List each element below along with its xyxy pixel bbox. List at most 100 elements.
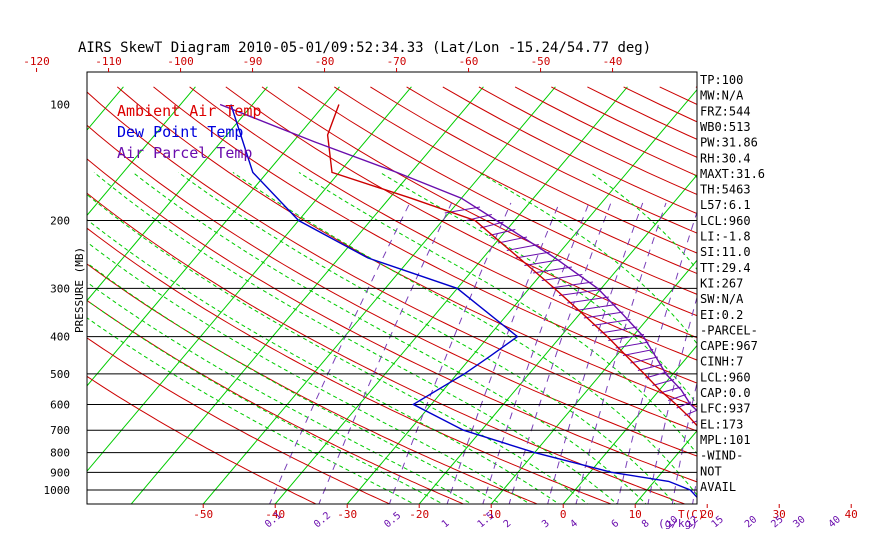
cape-hatch-line [515, 251, 551, 259]
plot-frame [86, 71, 698, 505]
dry-adiabat [87, 227, 613, 504]
cape-hatch-line [652, 379, 675, 386]
isotherm [346, 88, 697, 504]
index-value: EL:173 [700, 417, 743, 431]
dry-adiabat [334, 86, 697, 275]
mixing-ratio-line [269, 202, 411, 504]
index-value: PW:31.86 [700, 136, 758, 150]
cape-hatch-line [583, 311, 624, 319]
isotherm [202, 86, 556, 504]
mixing-ratio-label: 0.5 [382, 510, 403, 530]
series-line-dew-point [230, 104, 697, 499]
moist-adiabat [132, 172, 647, 504]
isotherm [130, 86, 484, 504]
dry-adiabat [87, 263, 539, 504]
dry-adiabat [370, 86, 697, 254]
index-value: CAP:0.0 [700, 386, 751, 400]
mixing-ratio-line [835, 203, 870, 506]
cape-hatch-line [558, 289, 602, 296]
cape-hatch-line [615, 341, 649, 349]
top-tick-label: -100 [167, 55, 194, 68]
dry-adiabat [261, 86, 697, 317]
cape-hatch-line [659, 386, 682, 394]
isotherm [850, 87, 870, 506]
cape-hatch-line [622, 349, 654, 356]
isotherm [418, 174, 697, 504]
bottom-tick-label: -40 [265, 508, 285, 521]
top-tick-label: -60 [459, 55, 479, 68]
index-value: RH:30.4 [700, 151, 751, 165]
bottom-tick-label: -50 [193, 508, 213, 521]
index-value: KI:267 [700, 276, 743, 290]
series-line-parcel-temp [219, 103, 697, 412]
dry-adiabat [87, 192, 687, 504]
cape-hatch-line [533, 266, 572, 274]
dry-adiabat [87, 337, 391, 504]
mixing-ratio-label: 30 [791, 514, 807, 530]
cape-hatch-line [645, 371, 668, 379]
cape-hatch-line [630, 356, 658, 364]
pressure-tick-label: 800 [50, 447, 70, 460]
cape-hatch-line [736, 462, 740, 468]
moist-adiabat [87, 281, 473, 504]
bottom-tick-label: -10 [481, 508, 501, 521]
index-value: TT:29.4 [700, 261, 751, 275]
index-value: MW:N/A [700, 89, 744, 103]
moist-adiabat [87, 262, 502, 504]
dry-adiabat [768, 87, 870, 506]
index-value: MPL:101 [700, 433, 751, 447]
pressure-tick-label: 700 [50, 424, 70, 437]
dry-adiabat [514, 86, 697, 177]
bottom-tick-label: 10 [629, 508, 642, 521]
index-value: SW:N/A [700, 292, 744, 306]
top-tick-label: -40 [603, 55, 623, 68]
mixing-ratio-unit: (g/kg) [658, 517, 698, 530]
mixing-ratio-label: 2 [502, 518, 514, 530]
cape-hatch-line [592, 319, 631, 326]
mixing-ratio-label: 1 [440, 518, 452, 530]
dry-adiabat [189, 86, 697, 361]
bottom-tick-label: 0 [560, 508, 567, 521]
dry-adiabat [87, 124, 697, 457]
index-value: TH:5463 [700, 183, 751, 197]
y-axis-label: PRESSURE (MB) [73, 247, 86, 333]
index-value: -PARCEL- [700, 323, 758, 337]
cape-hatch-line [608, 334, 645, 341]
mixing-ratio-label: 4 [568, 518, 580, 530]
isotherm-lines [0, 86, 870, 506]
legend-entry: Air Parcel Temp [117, 144, 252, 162]
mixing-ratio-line [647, 295, 697, 504]
bottom-axis-unit: T(C) [678, 508, 705, 521]
isotherm [87, 86, 412, 472]
moist-adiabat [87, 193, 589, 504]
top-tick-label: -80 [315, 55, 335, 68]
cape-hatch-line [506, 244, 539, 251]
top-temperature-axis: -120 -110 -100 -90 -80 -70 -60 -50 -40 [23, 55, 622, 72]
moist-adiabat [298, 171, 697, 455]
dry-adiabat [87, 158, 697, 483]
cape-hatch-line [541, 274, 583, 281]
index-value: CAPE:967 [700, 339, 758, 353]
index-value: FRZ:544 [700, 104, 751, 118]
mixing-ratio-label: 40 [827, 514, 843, 530]
index-value: LFC:937 [700, 402, 751, 416]
isotherm [87, 86, 340, 387]
dry-adiabat [442, 86, 697, 215]
isotherm [87, 86, 124, 131]
mixing-ratio-line [751, 203, 809, 506]
index-value: NOT [700, 464, 722, 478]
isotherm [490, 259, 697, 504]
top-tick-label: -70 [387, 55, 407, 68]
isotherm [0, 87, 51, 506]
mixing-ratio-line [388, 202, 512, 504]
dry-adiabat [406, 86, 697, 234]
moist-adiabat [87, 218, 560, 504]
mixing-ratio-line [778, 203, 831, 506]
mixing-ratio-line [508, 202, 612, 504]
index-value: EI:0.2 [700, 308, 743, 322]
cape-hatch-line [741, 470, 745, 476]
mixing-ratio-label: 3 [540, 518, 552, 530]
legend-entry: Dew Point Temp [117, 123, 243, 141]
